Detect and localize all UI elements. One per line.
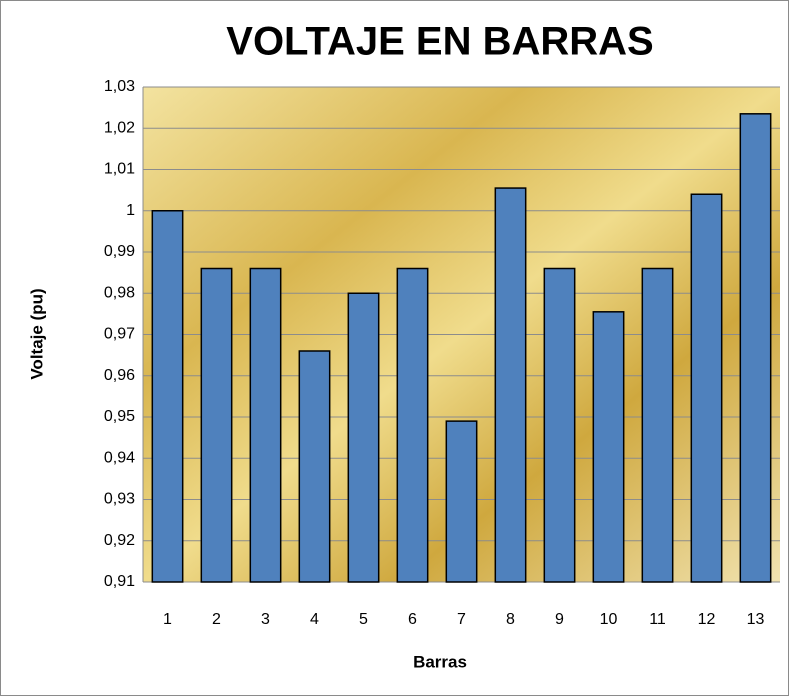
x-tick-label: 4 [310,611,319,628]
chart-title: VOLTAJE EN BARRAS [226,20,653,64]
y-tick-label: 0,92 [104,532,135,549]
bar [641,267,674,583]
bar [298,350,331,583]
y-axis-label: Voltaje (pu) [27,288,46,379]
bar [249,267,282,583]
y-tick-label: 0,97 [104,326,135,343]
x-tick-label: 3 [261,611,270,628]
bar [151,210,184,583]
bar [690,193,723,583]
x-tick-label: 5 [359,611,368,628]
y-tick-label: 1,01 [104,161,135,178]
y-tick-label: 1,02 [104,119,135,136]
y-tick-label: 0,99 [104,243,135,260]
y-tick-label: 0,94 [104,449,135,466]
x-tick-label: 9 [555,611,564,628]
bar [543,267,576,583]
x-tick-label: 10 [600,611,618,628]
x-tick-label: 12 [698,611,716,628]
bar [739,113,772,583]
y-tick-label: 0,91 [104,573,135,590]
x-tick-label: 1 [163,611,172,628]
bar [494,187,527,583]
bar [347,292,380,583]
y-tick-label: 0,93 [104,491,135,508]
bar [592,311,625,583]
x-tick-label: 6 [408,611,417,628]
x-axis-label: Barras [413,652,467,671]
bar [200,267,233,583]
x-tick-label: 8 [506,611,515,628]
bar [396,267,429,583]
x-tick-label: 13 [747,611,765,628]
y-tick-label: 0,96 [104,367,135,384]
y-tick-label: 0,98 [104,284,135,301]
x-tick-label: 11 [649,611,666,628]
x-tick-label: 2 [212,611,221,628]
y-tick-label: 1 [126,202,135,219]
y-tick-label: 0,95 [104,408,135,425]
x-tick-label: 7 [457,611,466,628]
bar [445,420,478,583]
y-tick-label: 1,03 [104,78,135,95]
